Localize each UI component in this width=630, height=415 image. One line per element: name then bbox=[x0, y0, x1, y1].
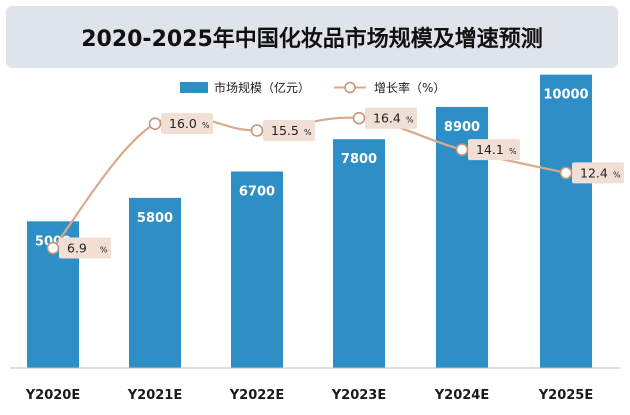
growth-point-marker bbox=[46, 241, 60, 255]
x-tick-label: Y2025E bbox=[538, 388, 593, 403]
growth-label-box bbox=[572, 162, 624, 184]
growth-label: 14.1% bbox=[468, 139, 520, 161]
growth-value: 16.4 bbox=[373, 111, 401, 126]
growth-label: 16.0% bbox=[161, 113, 213, 135]
growth-unit: % bbox=[406, 116, 414, 125]
growth-point-marker bbox=[148, 117, 162, 130]
bar-value-label: 8900 bbox=[444, 120, 480, 135]
growth-unit: % bbox=[100, 246, 108, 255]
growth-unit: % bbox=[509, 147, 517, 156]
growth-point-marker bbox=[559, 166, 573, 180]
bars-layer: 5000580067007800890010000 bbox=[27, 74, 592, 369]
legend-line-label: 增长率（%） bbox=[374, 80, 445, 95]
growth-unit: % bbox=[613, 170, 621, 179]
legend-line-marker bbox=[344, 81, 356, 94]
bar-y2023e bbox=[333, 139, 385, 368]
growth-label-box bbox=[59, 237, 111, 259]
x-tick-label: Y2021E bbox=[127, 388, 182, 403]
growth-label: 15.5% bbox=[263, 120, 315, 141]
growth-value: 14.1 bbox=[476, 142, 504, 157]
x-tick-label: Y2024E bbox=[434, 388, 489, 403]
growth-label: 16.4% bbox=[365, 107, 417, 129]
legend-bar-label: 市场规模（亿元） bbox=[214, 80, 310, 95]
growth-unit: % bbox=[202, 121, 210, 130]
growth-point-marker bbox=[455, 143, 469, 156]
bar-y2021e bbox=[129, 197, 181, 368]
growth-value: 15.5 bbox=[271, 123, 299, 138]
chart-title: 2020-2025年中国化妆品市场规模及增速预测 bbox=[81, 27, 543, 52]
growth-label-box bbox=[263, 120, 315, 141]
bar-value-label: 6700 bbox=[239, 184, 275, 199]
growth-label: 6.9% bbox=[59, 237, 111, 259]
bar-value-label: 10000 bbox=[543, 88, 588, 103]
x-tick-label: Y2022E bbox=[229, 388, 284, 403]
growth-point-marker bbox=[352, 111, 366, 125]
growth-value: 6.9 bbox=[67, 241, 87, 256]
growth-label-box bbox=[161, 113, 213, 135]
x-tick-label: Y2023E bbox=[331, 388, 386, 403]
growth-label: 12.4% bbox=[572, 162, 624, 184]
bar-value-label: 5800 bbox=[137, 211, 173, 226]
growth-point-marker bbox=[250, 124, 264, 137]
growth-label-box bbox=[468, 139, 520, 161]
bar-y2022e bbox=[231, 171, 283, 368]
x-tick-label: Y2020E bbox=[25, 388, 80, 403]
bar-value-label: 7800 bbox=[341, 152, 377, 167]
x-ticks-layer: Y2020E Y2021E Y2022E Y2023E Y2024E Y2025E bbox=[25, 388, 593, 403]
legend: 市场规模（亿元） 增长率（%） bbox=[180, 80, 445, 95]
growth-unit: % bbox=[304, 128, 312, 137]
legend-bar-swatch bbox=[180, 82, 208, 93]
title-bar: 2020-2025年中国化妆品市场规模及增速预测 bbox=[6, 6, 618, 68]
growth-value: 12.4 bbox=[580, 165, 608, 180]
growth-value: 16.0 bbox=[169, 116, 197, 131]
bar-y2025e bbox=[540, 74, 592, 369]
growth-line-layer: 6.9 %16.0% 15.5 %16.4 %14.1 %12.4% bbox=[46, 107, 624, 259]
growth-label-box bbox=[365, 107, 417, 129]
